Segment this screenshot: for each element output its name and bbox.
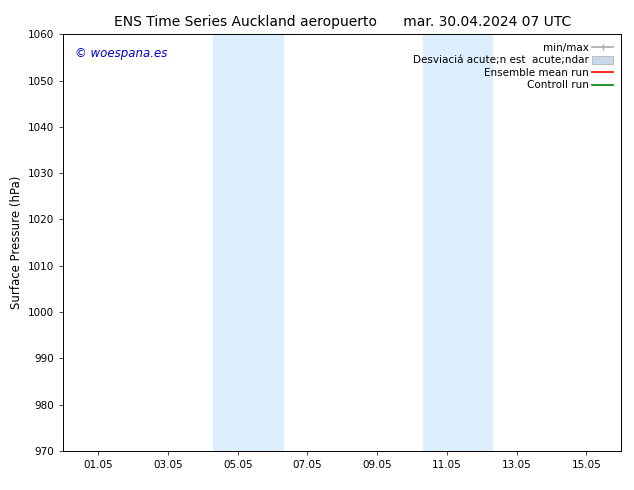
- Bar: [213, 34, 283, 451]
- Legend: min/max, Desviaciá acute;n est  acute;ndar, Ensemble mean run, Controll run: min/max, Desviaciá acute;n est acute;nda…: [410, 40, 616, 94]
- Y-axis label: Surface Pressure (hPa): Surface Pressure (hPa): [10, 176, 23, 309]
- Title: ENS Time Series Auckland aeropuerto      mar. 30.04.2024 07 UTC: ENS Time Series Auckland aeropuerto mar.…: [113, 15, 571, 29]
- Bar: [422, 34, 493, 451]
- Text: © woespana.es: © woespana.es: [75, 47, 167, 60]
